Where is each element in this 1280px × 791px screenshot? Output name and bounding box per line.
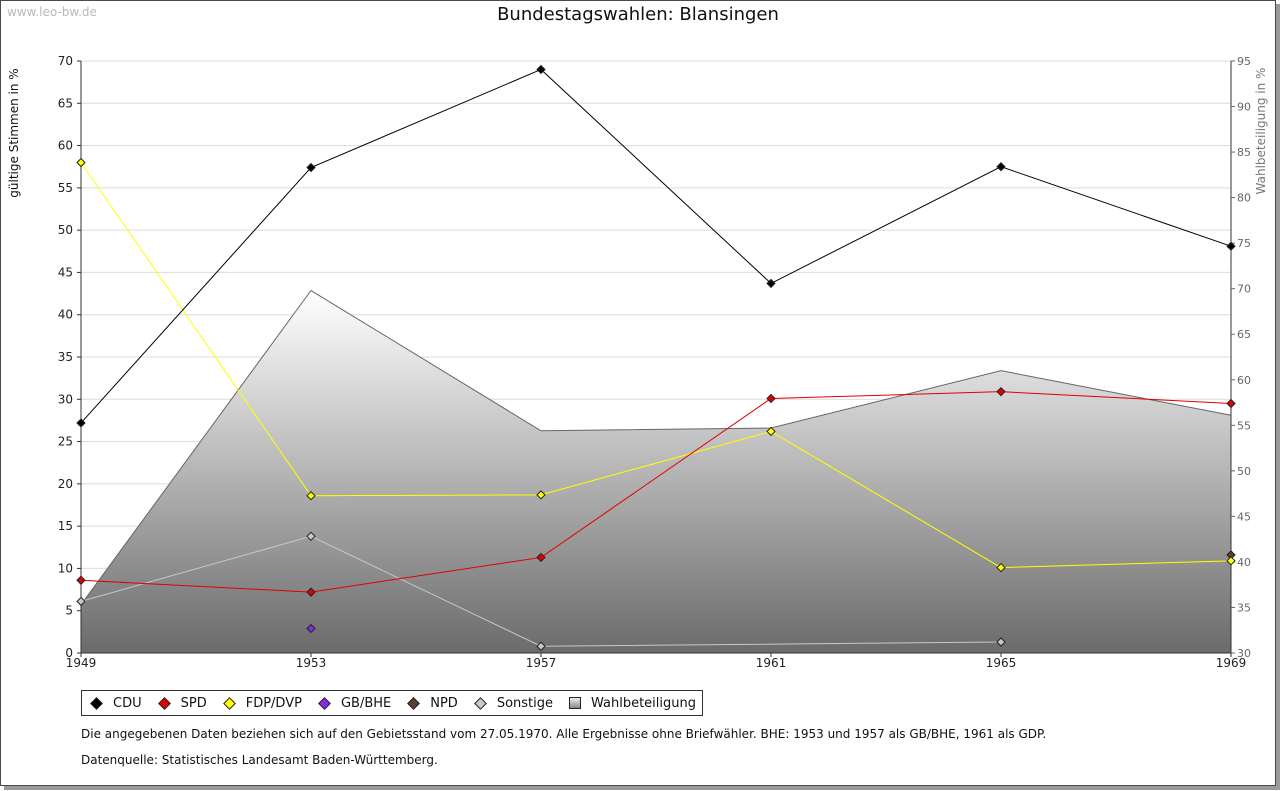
- legend-label-npd: NPD: [430, 695, 458, 711]
- data-source: Datenquelle: Statistisches Landesamt Bad…: [81, 753, 438, 767]
- y-tick-label-left: 55: [58, 181, 73, 195]
- legend-marker-fdp: [222, 696, 236, 710]
- series-line-spd: [80, 391, 1232, 593]
- legend-item-spd: SPD: [157, 695, 207, 711]
- legend-item-sonstige: Sonstige: [473, 695, 553, 711]
- y-tick-label-left: 5: [65, 604, 73, 618]
- legend-label-gbbhe: GB/BHE: [340, 695, 392, 711]
- legend-label-spd: SPD: [180, 695, 207, 711]
- data-point-cdu: [996, 162, 1006, 172]
- data-point-cdu: [76, 418, 86, 428]
- data-point-fdp-dvp: [536, 490, 546, 500]
- footnote: Die angegebenen Daten beziehen sich auf …: [81, 727, 1047, 741]
- data-point-spd: [76, 575, 86, 585]
- legend-marker-cdu: [90, 696, 103, 710]
- legend: CDU SPD FDP/DVP GB/BHE NPD Sonstige Wahl…: [81, 690, 704, 716]
- chart-title: Bundestagswahlen: Blansingen: [497, 4, 779, 25]
- y-tick-label-right: 30: [1237, 647, 1251, 660]
- data-point-spd: [996, 386, 1006, 397]
- y-tick-label-right: 95: [1237, 55, 1251, 68]
- legend-label-fdp: FDP/DVP: [245, 695, 302, 711]
- data-point-spd: [536, 552, 546, 563]
- y-tick-label-right: 85: [1237, 146, 1251, 159]
- data-point-gb-bhe: [306, 623, 316, 634]
- legend-item-wahlbeteiligung: Wahlbeteiligung: [569, 696, 696, 711]
- data-point-fdp-dvp: [1226, 556, 1236, 566]
- data-point-cdu: [536, 64, 546, 75]
- y-tick-label-left: 30: [58, 392, 73, 406]
- watermark: www.leo-bw.de: [7, 5, 97, 19]
- legend-label-cdu: CDU: [113, 695, 142, 711]
- data-point-spd: [766, 393, 776, 404]
- data-point-sonstige: [536, 641, 546, 651]
- y-tick-label-right: 45: [1237, 510, 1251, 523]
- legend-item-fdp: FDP/DVP: [222, 695, 302, 711]
- legend-item-npd: NPD: [407, 696, 458, 711]
- y-tick-label-right: 70: [1237, 283, 1251, 296]
- y-tick-label-left: 45: [58, 265, 73, 279]
- x-tick-label: 1969: [1216, 656, 1247, 670]
- legend-label-wahlbeteiligung: Wahlbeteiligung: [591, 695, 697, 711]
- y-tick-label-right: 55: [1237, 419, 1251, 432]
- legend-label-sonstige: Sonstige: [496, 695, 553, 711]
- y-tick-label-right: 75: [1237, 237, 1251, 250]
- series-line-sonstige: [80, 535, 1002, 647]
- turnout-line: [80, 289, 1232, 606]
- y-tick-label-left: 40: [58, 308, 73, 322]
- data-point-cdu: [306, 162, 316, 173]
- y-tick-label-left: 20: [58, 477, 73, 491]
- legend-marker-sonstige: [473, 696, 487, 710]
- y-tick-label-left: 10: [58, 561, 73, 575]
- y-tick-label-right: 40: [1237, 556, 1251, 569]
- data-point-cdu: [1226, 241, 1236, 251]
- legend-marker-gbbhe: [318, 696, 331, 710]
- data-point-cdu: [766, 278, 776, 289]
- data-point-spd: [1226, 398, 1236, 409]
- data-point-fdp-dvp: [306, 490, 316, 501]
- data-point-fdp-dvp: [766, 426, 776, 437]
- x-tick-label: 1961: [756, 656, 787, 670]
- data-point-sonstige: [76, 596, 86, 607]
- y-tick-label-right: 90: [1237, 101, 1251, 114]
- legend-item-cdu: CDU: [90, 696, 142, 711]
- y-tick-label-left: 0: [65, 646, 73, 660]
- turnout-area: [81, 290, 1231, 653]
- y-tick-label-right: 60: [1237, 374, 1251, 387]
- y-tick-label-left: 60: [58, 139, 73, 153]
- y-tick-label-left: 15: [58, 519, 73, 533]
- legend-marker-wahlbeteiligung: [569, 697, 581, 709]
- legend-marker-spd: [157, 696, 171, 710]
- series-line-fdp-dvp: [80, 162, 1232, 569]
- data-point-fdp-dvp: [996, 562, 1006, 573]
- y-tick-label-right: 80: [1237, 192, 1251, 205]
- x-tick-label: 1949: [66, 656, 97, 670]
- x-tick-label: 1953: [296, 656, 327, 670]
- series-line-cdu: [80, 68, 1232, 424]
- legend-marker-npd: [407, 696, 421, 710]
- x-tick-label: 1957: [526, 656, 557, 670]
- data-point-sonstige: [996, 637, 1006, 647]
- y-tick-label-left: 65: [58, 96, 73, 110]
- data-point-fdp-dvp: [76, 157, 86, 168]
- data-point-spd: [306, 587, 316, 597]
- x-tick-label: 1965: [986, 656, 1017, 670]
- y-tick-label-left: 70: [58, 54, 73, 68]
- y-tick-label-right: 50: [1237, 465, 1251, 478]
- data-point-sonstige: [306, 531, 316, 541]
- y-tick-label-left: 25: [58, 435, 73, 449]
- y-tick-label-left: 50: [58, 223, 73, 237]
- legend-item-gbbhe: GB/BHE: [318, 696, 391, 711]
- y-tick-label-left: 35: [58, 350, 73, 364]
- y-tick-label-right: 35: [1237, 601, 1251, 614]
- y-tick-label-right: 65: [1237, 328, 1251, 341]
